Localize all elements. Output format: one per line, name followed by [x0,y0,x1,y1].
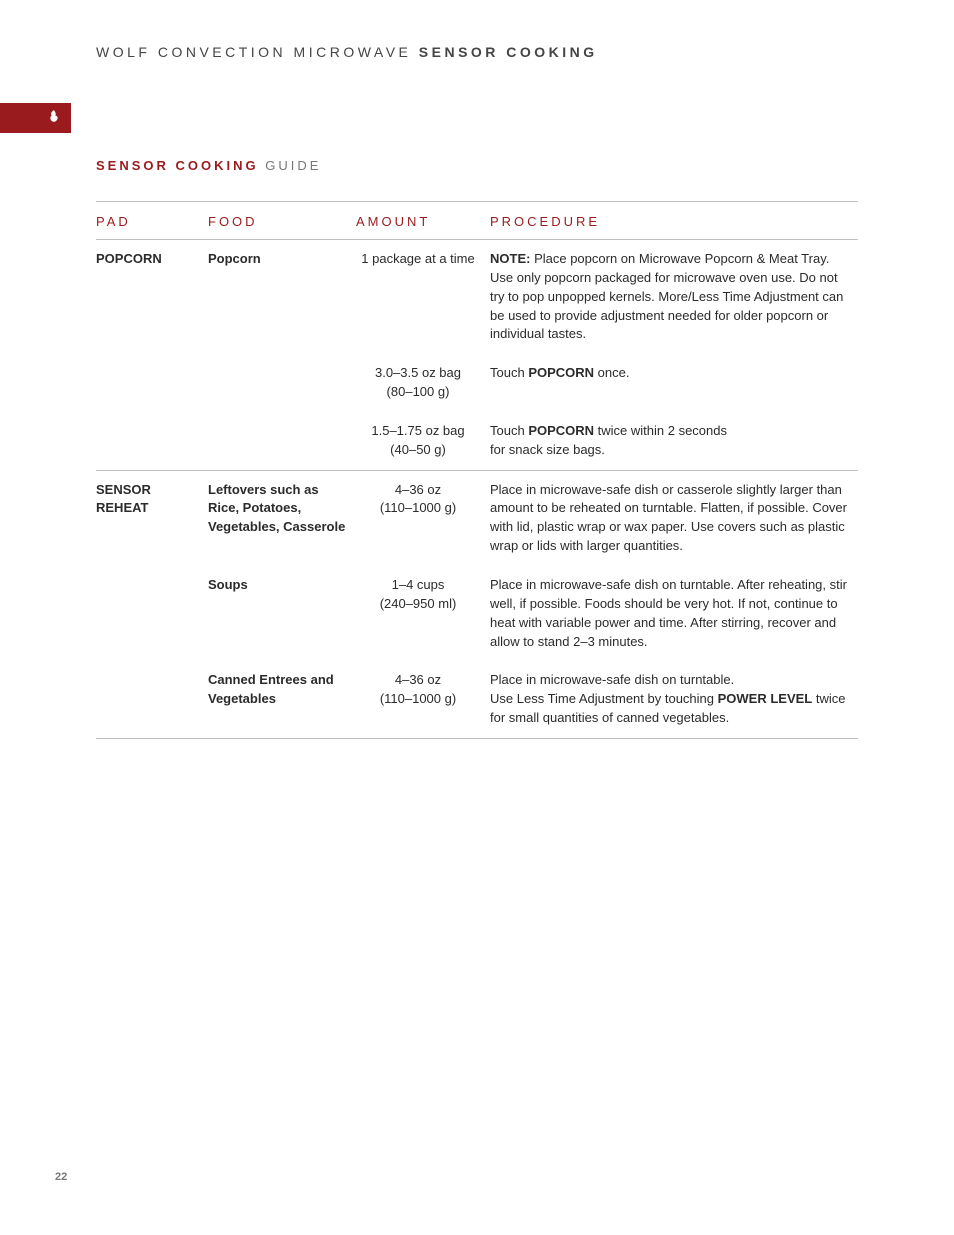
food-cell: Soups [208,566,356,661]
col-amount: AMOUNT [356,202,490,240]
col-pad: PAD [96,202,208,240]
sensor-cooking-table: PAD FOOD AMOUNT PROCEDURE POPCORNPopcorn… [96,201,858,739]
table-row: 1.5–1.75 oz bag(40–50 g)Touch POPCORN tw… [96,412,858,470]
pad-cell: POPCORN [96,240,208,355]
document-page: WOLF CONVECTION MICROWAVE SENSOR COOKING… [0,0,954,1235]
amount-cell: 1 package at a time [356,240,490,355]
procedure-cell: Touch POPCORN twice within 2 secondsfor … [490,412,858,470]
table-body: POPCORNPopcorn1 package at a timeNOTE: P… [96,240,858,739]
amount-cell: 4–36 oz(110–1000 g) [356,470,490,566]
side-tab [0,103,71,133]
section-title: SENSOR COOKING GUIDE [96,158,858,173]
section-title-sub: GUIDE [265,158,321,173]
amount-cell: 1–4 cups(240–950 ml) [356,566,490,661]
pad-cell [96,354,208,412]
pad-cell [96,412,208,470]
flame-icon [47,109,61,128]
procedure-cell: NOTE: Place popcorn on Microwave Popcorn… [490,240,858,355]
amount-cell: 4–36 oz(110–1000 g) [356,661,490,738]
running-header: WOLF CONVECTION MICROWAVE SENSOR COOKING [96,44,858,60]
col-food: FOOD [208,202,356,240]
procedure-cell: Place in microwave-safe dish on turntabl… [490,566,858,661]
food-cell: Leftovers such as Rice, Potatoes, Vegeta… [208,470,356,566]
section-title-main: SENSOR COOKING [96,158,259,173]
food-cell: Canned Entrees and Vegetables [208,661,356,738]
amount-cell: 1.5–1.75 oz bag(40–50 g) [356,412,490,470]
header-suffix: SENSOR COOKING [419,44,598,60]
header-prefix: WOLF CONVECTION MICROWAVE [96,44,411,60]
pad-cell: SENSOR REHEAT [96,470,208,566]
pad-cell [96,661,208,738]
table-row: SENSOR REHEATLeftovers such as Rice, Pot… [96,470,858,566]
procedure-cell: Place in microwave-safe dish on turntabl… [490,661,858,738]
col-procedure: PROCEDURE [490,202,858,240]
procedure-cell: Place in microwave-safe dish or casserol… [490,470,858,566]
food-cell: Popcorn [208,240,356,355]
table-header-row: PAD FOOD AMOUNT PROCEDURE [96,202,858,240]
food-cell [208,412,356,470]
food-cell [208,354,356,412]
table-row: Soups1–4 cups(240–950 ml)Place in microw… [96,566,858,661]
table-row: Canned Entrees and Vegetables4–36 oz(110… [96,661,858,738]
table-row: POPCORNPopcorn1 package at a timeNOTE: P… [96,240,858,355]
page-number: 22 [55,1171,67,1183]
amount-cell: 3.0–3.5 oz bag(80–100 g) [356,354,490,412]
procedure-cell: Touch POPCORN once. [490,354,858,412]
table-row: 3.0–3.5 oz bag(80–100 g)Touch POPCORN on… [96,354,858,412]
pad-cell [96,566,208,661]
